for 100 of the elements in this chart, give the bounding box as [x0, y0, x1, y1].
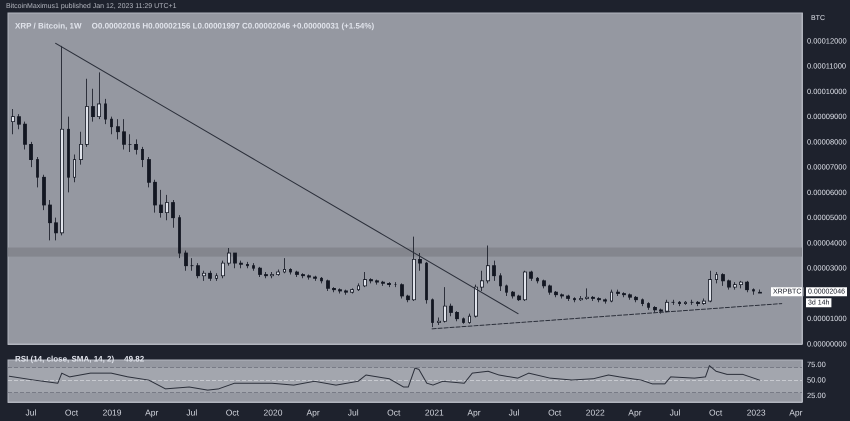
candlestick [715, 272, 718, 284]
candlestick [468, 313, 471, 324]
candlestick [616, 289, 620, 296]
candlestick [91, 88, 95, 122]
candlestick [721, 272, 725, 286]
candlestick [727, 279, 731, 290]
x-tick-label: 2023 [746, 408, 766, 418]
candlestick [165, 194, 169, 221]
candlestick [190, 258, 194, 272]
candlestick [622, 292, 626, 298]
candlestick [573, 296, 576, 303]
candlestick [560, 293, 564, 299]
candlestick [116, 118, 120, 140]
candlestick [159, 189, 163, 218]
candlestick [184, 250, 188, 272]
candlestick [221, 260, 225, 279]
candlestick [431, 298, 434, 328]
candlestick [696, 300, 700, 306]
candlestick [134, 138, 138, 155]
candlestick [252, 262, 255, 272]
candlestick [591, 296, 595, 302]
x-tick-label: Apr [628, 408, 642, 418]
candlestick [678, 300, 681, 306]
candlestick [147, 156, 151, 188]
candlestick [610, 289, 613, 303]
candlestick [60, 45, 64, 236]
candlestick [499, 272, 502, 292]
candlestick [745, 280, 749, 293]
candlestick [387, 282, 391, 288]
candlestick [29, 141, 33, 168]
candlestick [301, 272, 305, 279]
candlestick [313, 275, 317, 282]
candlestick [647, 302, 650, 310]
candlestick [437, 317, 441, 326]
candlestick [363, 272, 367, 288]
candlestick [641, 298, 644, 306]
candlestick [264, 272, 268, 279]
x-tick-label: 2021 [424, 408, 444, 418]
line-series [8, 365, 760, 391]
candlestick [97, 72, 101, 120]
candlestick [48, 200, 52, 241]
candlestick [579, 296, 583, 302]
candlestick [227, 248, 231, 266]
candlestick [326, 279, 330, 292]
x-tick-label: Oct [64, 408, 79, 418]
candlestick [79, 131, 83, 166]
candlestick [73, 154, 76, 183]
candlestick [202, 270, 206, 282]
x-tick-label: 2020 [264, 408, 283, 418]
x-tick-label: Jul [508, 408, 520, 418]
candlestick [307, 274, 311, 280]
x-tick-label: Oct [708, 408, 723, 418]
candlestick [400, 282, 404, 299]
candlestick [110, 116, 113, 135]
candlestick [659, 308, 663, 314]
candlestick [554, 290, 558, 298]
candlestick [548, 284, 552, 296]
candlestick [505, 284, 508, 296]
candlestick [733, 282, 737, 290]
x-tick-label: Oct [226, 408, 240, 418]
candlestick [178, 214, 181, 258]
candlestick [215, 272, 218, 282]
candlestick [418, 252, 422, 272]
candlestick [122, 118, 126, 150]
candlestick [233, 252, 237, 269]
candlestick [628, 293, 632, 300]
candlestick [394, 282, 397, 288]
x-tick-label: Jul [348, 408, 359, 418]
candlestick [603, 298, 607, 304]
candlestick [480, 270, 484, 292]
candlestick [523, 270, 527, 302]
candlestick [425, 261, 428, 304]
candlestick [381, 280, 385, 286]
candlestick [320, 276, 323, 284]
candlestick [455, 310, 459, 322]
candlestick [529, 270, 533, 282]
x-tick-label: Jul [186, 408, 198, 418]
candlestick [486, 245, 490, 284]
candlestick [153, 179, 157, 214]
candlestick [406, 294, 410, 303]
candlestick [54, 217, 58, 241]
candlestick [67, 116, 70, 193]
candlestick [653, 306, 657, 313]
candlestick [350, 288, 354, 294]
candlestick [690, 299, 694, 306]
x-tick-label: Jul [670, 408, 681, 418]
candlestick [17, 114, 21, 130]
text: O0.00002016 H0.00002156 L0.00001997 C0.00002046 +0.00000031 (+1.54%) [92, 22, 374, 30]
candlestick [511, 290, 515, 299]
candlestick [542, 279, 546, 289]
candlestick [104, 98, 107, 125]
candlestick [449, 303, 453, 317]
candlestick [665, 299, 669, 313]
candlestick [11, 108, 15, 135]
candlestick [344, 289, 348, 296]
candlestick [128, 134, 132, 152]
candlestick [208, 270, 212, 282]
x-tick-label: Oct [548, 408, 562, 418]
candlestick [412, 236, 416, 302]
candlestick [585, 288, 589, 300]
